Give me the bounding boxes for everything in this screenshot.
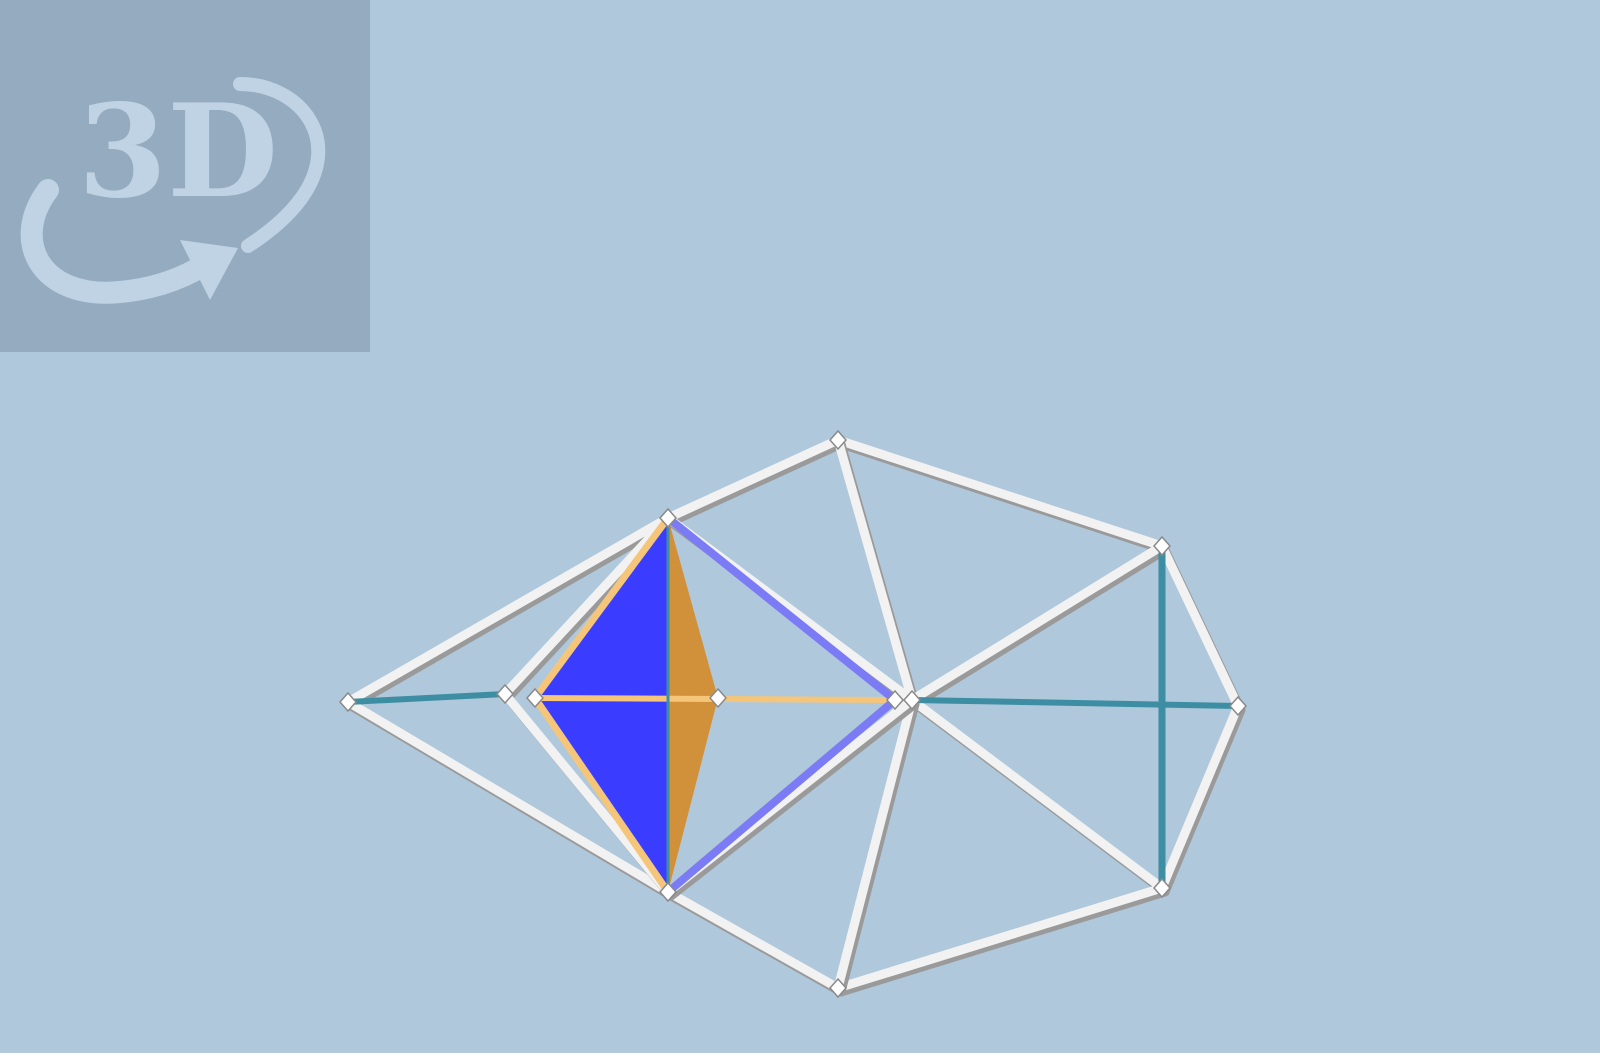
frame-edge — [1157, 541, 1243, 711]
front-edges-layer — [531, 514, 899, 896]
rotate-arrowhead-icon — [180, 240, 238, 300]
faces-layer — [535, 518, 718, 892]
orange-rod-edge — [531, 514, 672, 702]
frame-edge-shadow — [346, 517, 676, 711]
orange-face — [668, 518, 718, 892]
orange-rod-edge — [531, 694, 672, 896]
frame-edge-shadow — [836, 887, 1170, 997]
frame-edge — [833, 435, 917, 705]
vertex-node — [885, 689, 905, 711]
vertex-node — [828, 977, 848, 999]
frame-edge — [833, 883, 1167, 993]
frame-edge — [833, 435, 1167, 551]
vertex-node — [828, 429, 848, 451]
frame-edge-shadow — [666, 699, 920, 901]
blue-face — [535, 518, 668, 892]
blue-rod-edge — [664, 696, 899, 896]
rotate-arrow-icon — [20, 179, 226, 304]
vertex-node — [658, 507, 678, 529]
frame-edge — [907, 695, 1167, 893]
frame-edge — [663, 887, 843, 993]
frame-edge — [500, 513, 673, 699]
vertex-node — [495, 683, 515, 705]
vertex-node — [1152, 535, 1172, 557]
edges-layer — [343, 435, 1246, 997]
blue-rod-edge — [664, 514, 899, 704]
vertex-node — [708, 687, 728, 709]
frame-edge-shadow — [666, 439, 846, 527]
vertex-node — [338, 691, 358, 713]
frame-edge — [1157, 701, 1243, 893]
3d-rotate-badge[interactable]: 3D — [0, 0, 370, 352]
vertex-node — [1152, 877, 1172, 899]
vertex-node — [525, 687, 545, 709]
vertex-node — [902, 689, 922, 711]
frame-edge — [343, 513, 673, 707]
frame-edge — [663, 435, 843, 523]
frame-edge — [833, 695, 917, 993]
teal-rod-edge — [345, 691, 508, 705]
badge-label: 3D — [78, 77, 278, 227]
vertex-node — [1228, 695, 1248, 717]
nodes-layer — [338, 429, 1248, 999]
rotate-arrow-upper-icon — [233, 77, 326, 253]
frame-edge-shadow — [910, 545, 1170, 709]
teal-rod-edge — [909, 697, 1241, 709]
vertex-node — [658, 881, 678, 903]
frame-edge — [907, 541, 1167, 705]
frame-edge — [500, 689, 673, 897]
frame-edge — [343, 697, 673, 897]
